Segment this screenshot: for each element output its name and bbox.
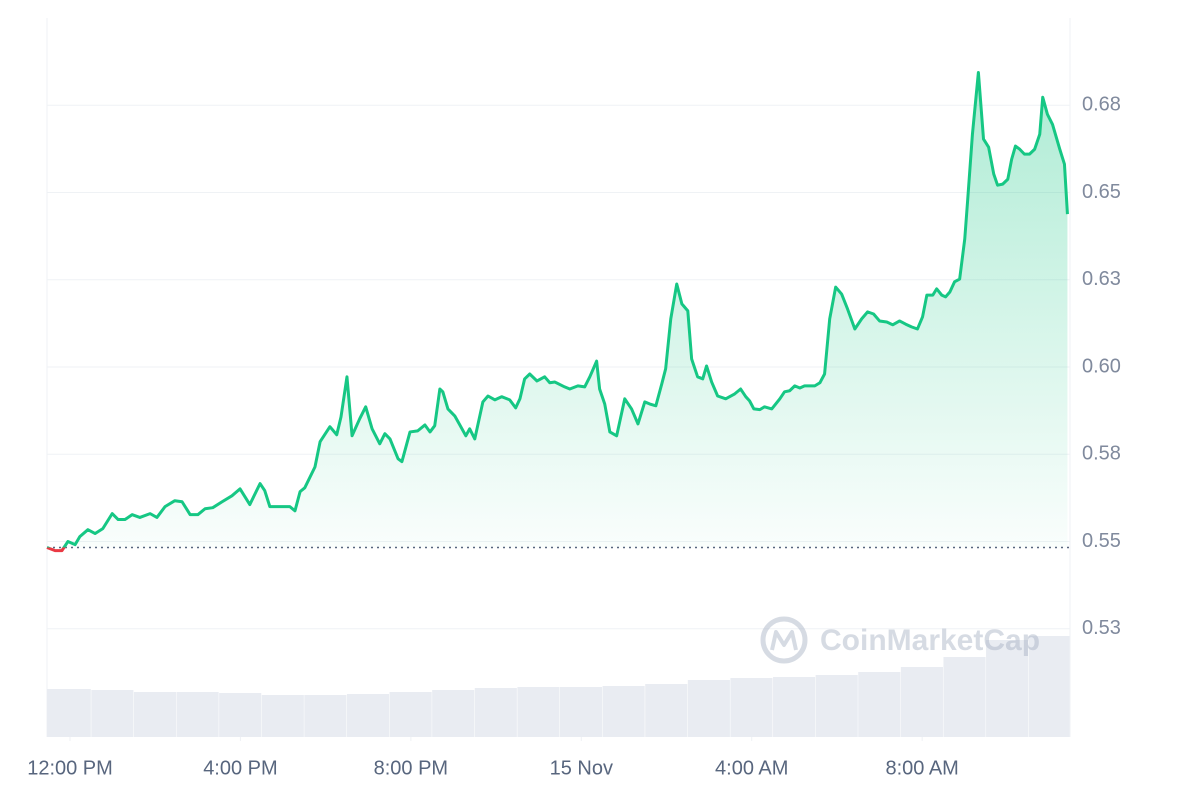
price-line [46, 70, 1069, 553]
watermark-text: CoinMarketCap [820, 624, 1040, 657]
volume-bar [1028, 636, 1070, 737]
x-tick-label: 4:00 PM [203, 757, 277, 779]
volume-bar [91, 690, 134, 737]
volume-bar [602, 686, 645, 737]
volume-bar [176, 692, 219, 737]
volume-bar [645, 684, 688, 737]
volume-bar [730, 678, 773, 737]
x-tick-label: 12:00 PM [27, 757, 113, 779]
y-tick-label: 0.60 [1082, 355, 1121, 377]
y-tick-label: 0.55 [1082, 530, 1121, 552]
volume-bar [261, 695, 304, 737]
volume-bar [304, 695, 347, 737]
volume-bar [900, 667, 943, 737]
volume-bar [815, 675, 858, 737]
volume-bar [474, 688, 517, 737]
watermark: CoinMarketCap [760, 616, 1040, 664]
volume-bar [943, 657, 986, 737]
x-tick-label: 8:00 AM [885, 757, 958, 779]
y-tick-label: 0.53 [1082, 617, 1121, 639]
volume-bar [559, 687, 603, 737]
volume-bar [858, 672, 901, 737]
volume-bar [346, 694, 390, 737]
watermark-logo-mark [770, 630, 798, 651]
x-tick-label: 8:00 PM [374, 757, 448, 779]
volume-bar [773, 677, 816, 737]
watermark-logo [760, 616, 808, 664]
volume-bar [517, 687, 560, 737]
volume-bar [47, 689, 91, 737]
volume-bar [687, 680, 730, 737]
volume-bar [389, 692, 432, 737]
volume-bar [133, 692, 177, 737]
y-tick-label: 0.63 [1082, 268, 1121, 290]
x-tick-label: 15 Nov [550, 757, 613, 779]
x-tick-label: 4:00 AM [715, 757, 788, 779]
y-tick-label: 0.65 [1082, 181, 1121, 203]
price-area [47, 72, 1068, 551]
volume-bar [432, 690, 475, 737]
volume-bar [986, 640, 1029, 737]
y-tick-label: 0.68 [1082, 94, 1121, 116]
y-tick-label: 0.58 [1082, 443, 1121, 465]
volume-bar [219, 693, 262, 737]
